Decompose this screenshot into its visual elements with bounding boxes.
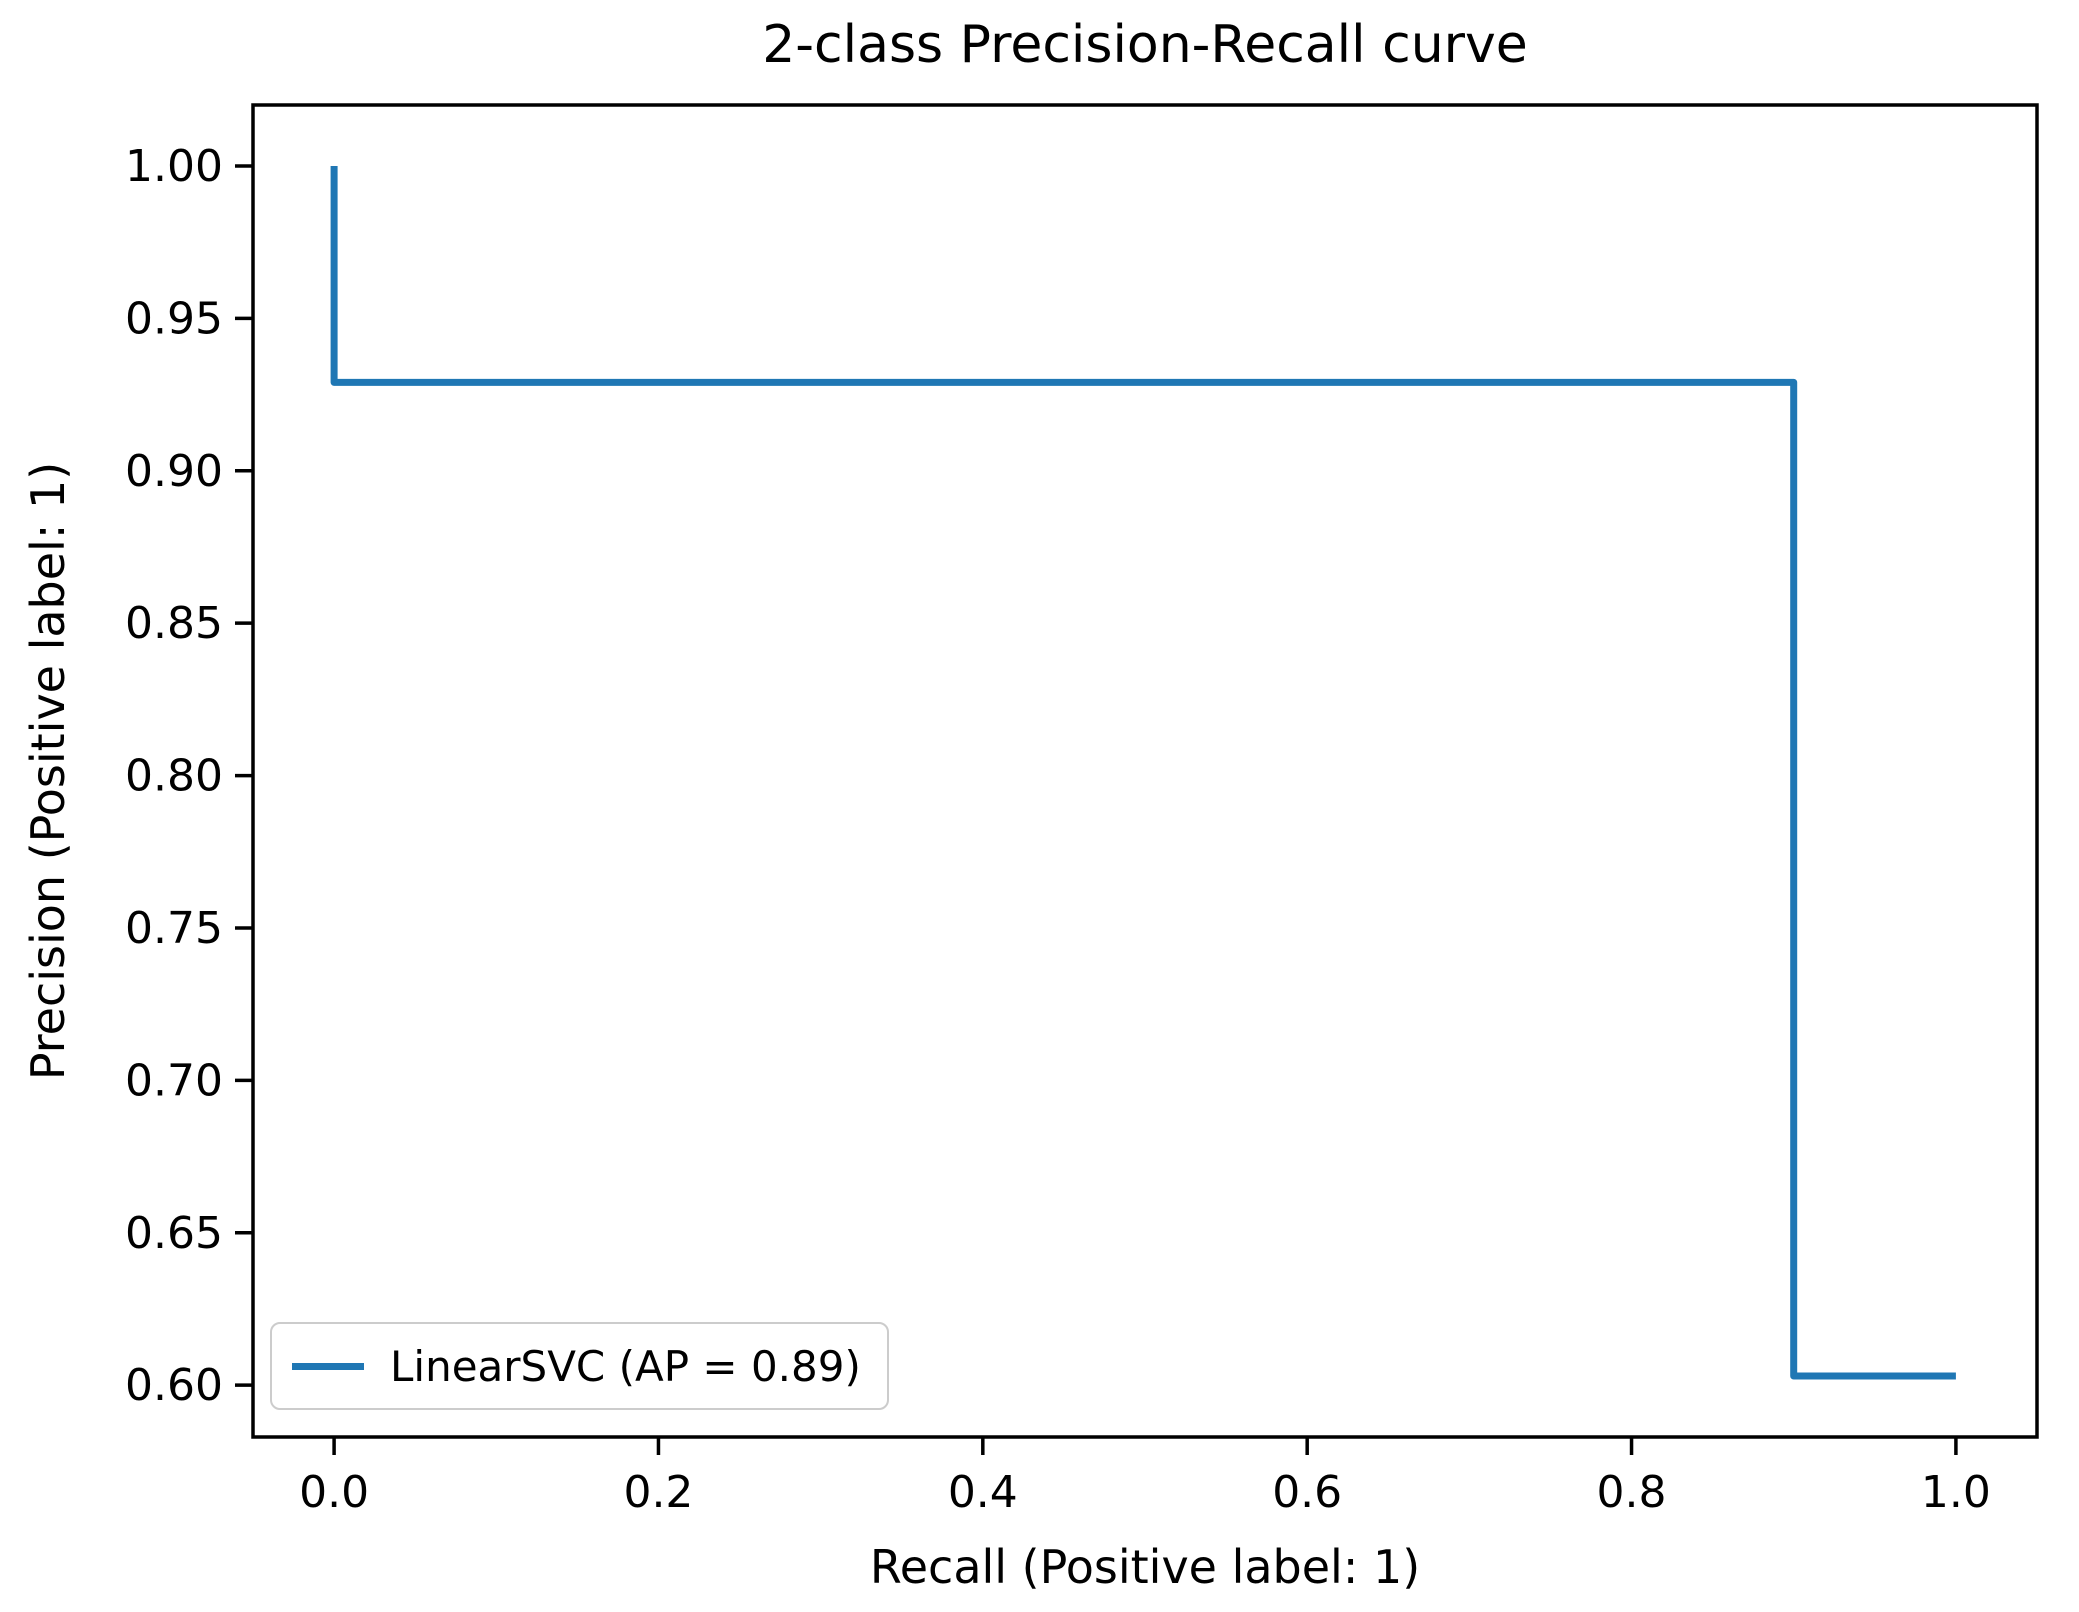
series-layer [330, 166, 1956, 1380]
x-tick-label: 0.8 [1597, 1467, 1667, 1518]
x-tick-label: 0.6 [1272, 1467, 1342, 1518]
x-tick-label: 0.2 [623, 1467, 693, 1518]
y-tick-label: 0.60 [125, 1360, 223, 1411]
legend-label: LinearSVC (AP = 0.89) [390, 1341, 861, 1391]
y-tick-label: 0.65 [125, 1208, 223, 1259]
x-tick-label: 1.0 [1921, 1467, 1991, 1518]
y-tick-label: 0.80 [125, 751, 223, 802]
y-tick-label: 0.70 [125, 1055, 223, 1106]
precision-recall-curve [330, 166, 1956, 1380]
y-tick-label: 0.75 [125, 903, 223, 954]
x-axis-label: Recall (Positive label: 1) [869, 1540, 1421, 1594]
legend: LinearSVC (AP = 0.89) [270, 1322, 889, 1410]
x-tick-label: 0.0 [299, 1467, 369, 1518]
chart-title: 2-class Precision-Recall curve [762, 15, 1528, 75]
y-tick-label: 0.85 [125, 598, 223, 649]
plot-frame [251, 103, 2039, 1439]
y-tick-label: 0.90 [125, 446, 223, 497]
y-tick-label: 0.95 [125, 293, 223, 344]
axes-layer: 0.0 0.2 0.4 0.6 0.8 1.0 0.60 0.65 0.70 0.75 0.80 0.… [125, 103, 2039, 1518]
legend-line-swatch [292, 1362, 364, 1370]
y-tick-label: 1.00 [125, 141, 223, 192]
x-tick-label: 0.4 [948, 1467, 1018, 1518]
